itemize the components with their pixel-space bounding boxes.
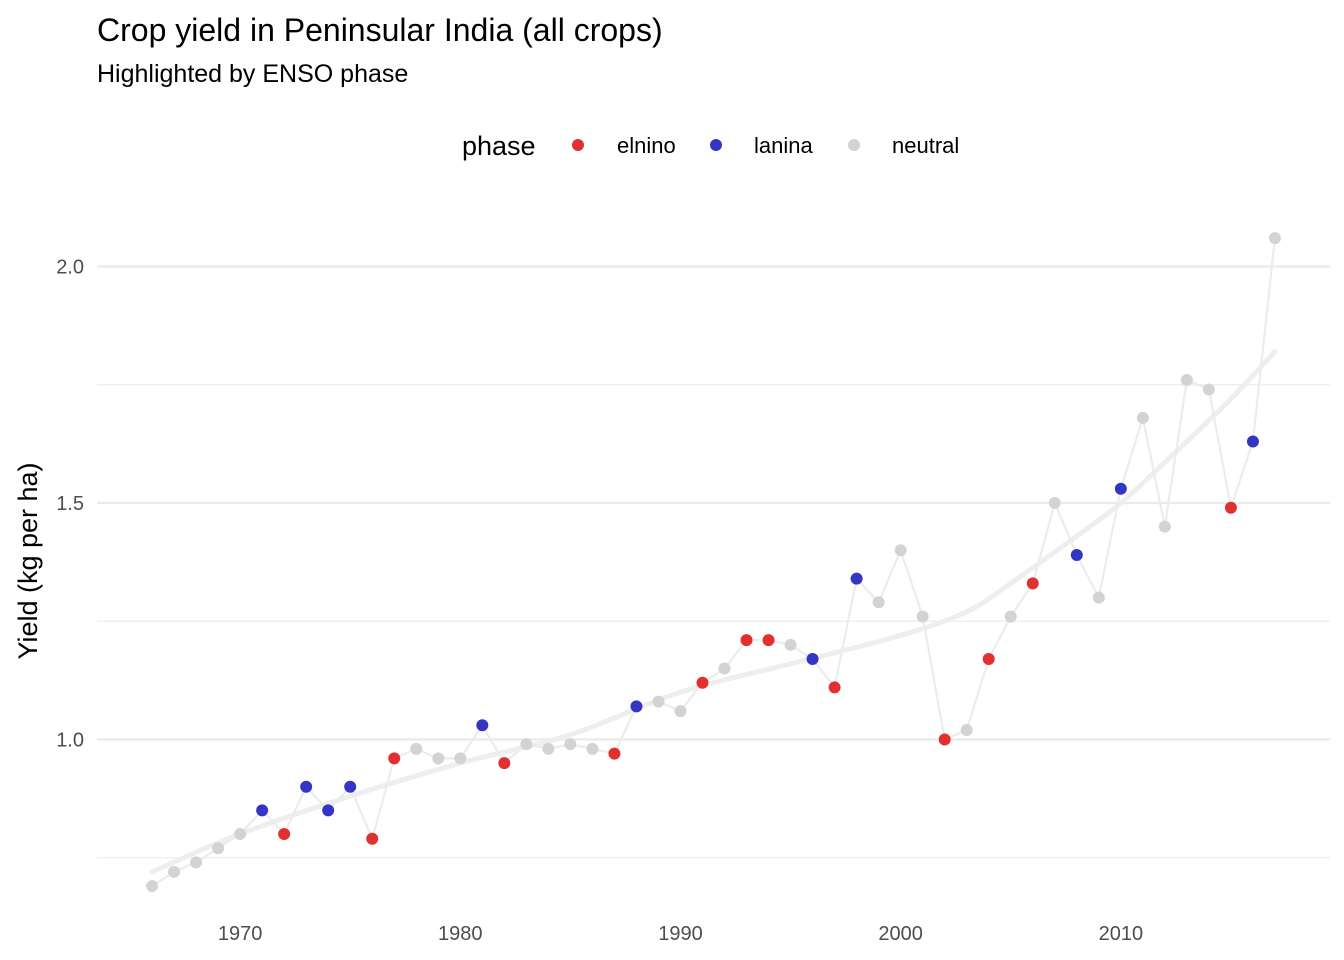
data-point-elnino-1977 bbox=[388, 752, 401, 765]
data-point-neutral-2009 bbox=[1092, 591, 1105, 604]
series-line bbox=[151, 237, 1277, 888]
x-tick-label: 1980 bbox=[438, 923, 483, 945]
data-point-elnino-1994 bbox=[762, 634, 775, 647]
y-tick-label: 1.0 bbox=[56, 729, 84, 751]
data-point-neutral-2012 bbox=[1158, 520, 1171, 533]
data-point-neutral-2014 bbox=[1202, 383, 1215, 396]
data-point-lanina-1988 bbox=[630, 700, 643, 713]
x-tick-label: 1970 bbox=[218, 923, 263, 945]
legend-key-neutral bbox=[848, 139, 860, 151]
data-point-lanina-1975 bbox=[344, 780, 357, 793]
data-point-neutral-2001 bbox=[916, 610, 929, 623]
data-point-lanina-1996 bbox=[806, 653, 819, 666]
data-point-neutral-1999 bbox=[872, 596, 885, 609]
data-point-neutral-1967 bbox=[168, 865, 181, 878]
data-point-neutral-1986 bbox=[586, 742, 599, 755]
data-point-lanina-1974 bbox=[322, 804, 335, 817]
data-point-elnino-1987 bbox=[608, 747, 621, 760]
data-point-lanina-1971 bbox=[256, 804, 269, 817]
legend-key-lanina bbox=[710, 139, 722, 151]
data-point-neutral-1970 bbox=[234, 828, 247, 841]
data-point-elnino-1993 bbox=[740, 634, 753, 647]
legend-label-lanina: lanina bbox=[754, 133, 813, 158]
data-point-neutral-1968 bbox=[190, 856, 203, 869]
chart-title: Crop yield in Peninsular India (all crop… bbox=[97, 12, 663, 48]
data-point-elnino-1982 bbox=[498, 757, 511, 770]
data-point-lanina-1998 bbox=[850, 572, 863, 585]
data-point-neutral-1980 bbox=[454, 752, 467, 765]
data-point-neutral-1989 bbox=[652, 695, 665, 708]
line-layer bbox=[151, 237, 1277, 888]
data-point-elnino-1991 bbox=[696, 676, 709, 689]
data-point-neutral-2017 bbox=[1268, 232, 1281, 245]
legend-label-elnino: elnino bbox=[617, 133, 676, 158]
x-tick-label: 2000 bbox=[878, 923, 923, 945]
y-axis-title: Yield (kg per ha) bbox=[13, 462, 43, 659]
data-point-neutral-1990 bbox=[674, 705, 687, 718]
data-point-neutral-1969 bbox=[212, 842, 225, 855]
legend-key-elnino bbox=[572, 139, 584, 151]
data-point-lanina-2016 bbox=[1246, 435, 1259, 448]
data-point-lanina-1981 bbox=[476, 719, 489, 732]
gridlines bbox=[97, 265, 1330, 859]
data-point-neutral-1983 bbox=[520, 738, 533, 751]
data-point-elnino-2015 bbox=[1224, 501, 1237, 514]
x-axis-ticks: 1970 1980 1990 2000 2010 bbox=[218, 923, 1143, 945]
data-point-elnino-1972 bbox=[278, 828, 291, 841]
data-point-elnino-1997 bbox=[828, 681, 841, 694]
x-tick-label: 2010 bbox=[1099, 923, 1144, 945]
data-point-neutral-1966 bbox=[146, 880, 159, 893]
data-point-lanina-2008 bbox=[1070, 549, 1083, 561]
x-tick-label: 1990 bbox=[658, 923, 703, 945]
data-point-elnino-2006 bbox=[1026, 577, 1039, 590]
data-point-neutral-1995 bbox=[784, 638, 797, 651]
legend-title: phase bbox=[462, 131, 536, 161]
y-axis-ticks: 1.0 1.5 2.0 bbox=[56, 256, 84, 751]
data-point-neutral-1984 bbox=[542, 742, 555, 755]
data-point-lanina-1973 bbox=[300, 780, 313, 793]
chart-subtitle: Highlighted by ENSO phase bbox=[97, 60, 409, 88]
data-point-neutral-1992 bbox=[718, 662, 731, 675]
trend-line bbox=[149, 349, 1278, 875]
trend-layer bbox=[149, 349, 1278, 875]
data-point-neutral-1979 bbox=[432, 752, 445, 765]
data-point-neutral-2013 bbox=[1180, 374, 1193, 386]
y-tick-label: 2.0 bbox=[56, 256, 84, 278]
data-point-lanina-2010 bbox=[1114, 482, 1127, 495]
data-point-elnino-2004 bbox=[982, 653, 995, 666]
data-point-elnino-1976 bbox=[366, 832, 379, 845]
data-point-neutral-1985 bbox=[564, 738, 577, 751]
data-point-neutral-2007 bbox=[1048, 496, 1061, 509]
data-point-neutral-2005 bbox=[1004, 610, 1017, 623]
data-point-neutral-2011 bbox=[1136, 411, 1149, 424]
data-point-neutral-1978 bbox=[410, 742, 423, 755]
data-point-elnino-2002 bbox=[938, 733, 951, 746]
data-point-neutral-2000 bbox=[894, 544, 907, 557]
legend-label-neutral: neutral bbox=[892, 133, 959, 158]
legend: phase elnino lanina neutral bbox=[462, 131, 959, 161]
y-tick-label: 1.5 bbox=[56, 493, 84, 515]
data-point-neutral-2003 bbox=[960, 724, 973, 736]
point-layer bbox=[146, 232, 1281, 893]
